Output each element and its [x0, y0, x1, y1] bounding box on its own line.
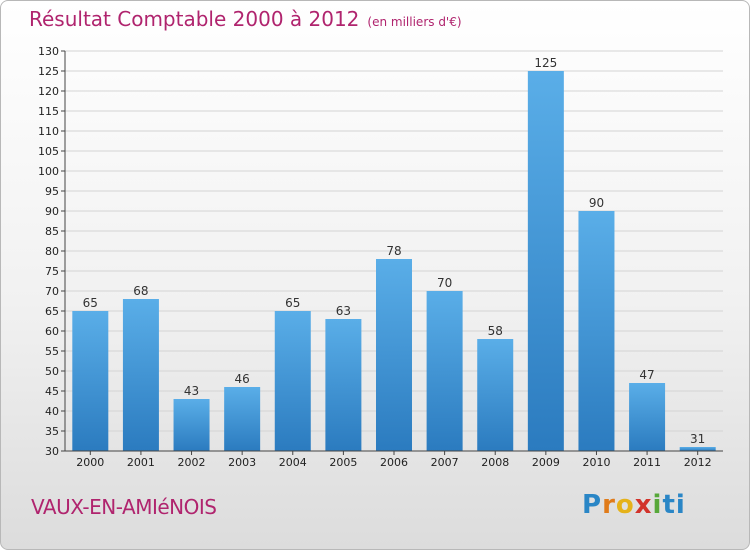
bars: 65 68 43 46 65 63 78 70 58 125 90 47 31: [72, 56, 716, 451]
bar-2004: [274, 311, 311, 451]
y-tick-label: 60: [45, 325, 59, 338]
x-tick-label-2012: 2012: [684, 456, 712, 469]
place-name: VAUX-EN-AMIéNOIS: [31, 495, 217, 519]
x-tick-label-2007: 2007: [431, 456, 459, 469]
y-tick-label: 105: [38, 145, 59, 158]
logo-letter: o: [615, 490, 635, 520]
y-tick-label: 55: [45, 345, 59, 358]
bar-2007: [426, 291, 463, 451]
logo-letter: r: [602, 490, 616, 520]
x-tick-label-2009: 2009: [532, 456, 560, 469]
y-tick-label: 40: [45, 405, 59, 418]
y-tick-label: 30: [45, 445, 59, 458]
x-tick-label-2000: 2000: [76, 456, 104, 469]
value-label-2010: 90: [589, 196, 604, 210]
bar-2009: [527, 71, 564, 451]
x-tick-label-2011: 2011: [633, 456, 661, 469]
bar-2003: [224, 387, 261, 451]
value-label-2000: 65: [83, 296, 98, 310]
proxiti-logo: Proxiti: [582, 490, 686, 520]
logo-letter: P: [582, 490, 603, 520]
logo-letter: x: [634, 490, 653, 520]
x-tick-label-2006: 2006: [380, 456, 408, 469]
y-tick-label: 65: [45, 305, 59, 318]
bar-2008: [477, 339, 514, 451]
y-tick-label: 95: [45, 185, 59, 198]
value-label-2011: 47: [639, 368, 654, 382]
x-tick-label-2010: 2010: [582, 456, 610, 469]
x-axis: 2000 2001 2002 2003 2004 2005 2006 2007 2008 2009…: [65, 450, 723, 469]
value-label-2009: 125: [534, 56, 557, 70]
value-label-2008: 58: [488, 324, 503, 338]
value-label-2007: 70: [437, 276, 452, 290]
logo-letter: ti: [662, 490, 686, 520]
y-tick-label: 45: [45, 385, 59, 398]
bar-2012: [679, 447, 716, 451]
x-tick-label-2001: 2001: [127, 456, 155, 469]
value-label-2002: 43: [184, 384, 199, 398]
y-tick-label: 35: [45, 425, 59, 438]
bar-2001: [122, 299, 159, 451]
value-label-2001: 68: [133, 284, 148, 298]
x-tick-label-2008: 2008: [481, 456, 509, 469]
bar-2002: [173, 399, 210, 451]
y-tick-label: 75: [45, 265, 59, 278]
bar-2006: [376, 259, 412, 451]
value-label-2012: 31: [690, 432, 705, 446]
value-label-2006: 78: [386, 244, 401, 258]
y-tick-label: 80: [45, 245, 59, 258]
y-tick-label: 120: [38, 85, 59, 98]
y-tick-label: 50: [45, 365, 59, 378]
y-axis: 30 35 40 45 50 55 60 65 70 75 80 85 90 95 100 105 110 115…: [38, 45, 66, 458]
y-tick-label: 90: [45, 205, 59, 218]
y-tick-label: 70: [45, 285, 59, 298]
x-tick-label-2003: 2003: [228, 456, 256, 469]
chart-title-text: Résultat Comptable 2000 à 2012: [29, 7, 360, 31]
x-tick-label-2005: 2005: [329, 456, 357, 469]
chart-title: Résultat Comptable 2000 à 2012 (en millie…: [29, 7, 462, 31]
value-label-2003: 46: [235, 372, 250, 386]
y-tick-label: 100: [38, 165, 59, 178]
value-label-2004: 65: [285, 296, 300, 310]
bar-2011: [629, 383, 666, 451]
bar-2010: [578, 211, 615, 451]
x-tick-label-2004: 2004: [279, 456, 307, 469]
chart-subtitle: (en milliers d'€): [367, 15, 462, 29]
y-tick-label: 130: [38, 45, 59, 58]
bar-2005: [325, 319, 362, 451]
y-tick-label: 125: [38, 65, 59, 78]
value-label-2005: 63: [336, 304, 351, 318]
x-tick-label-2002: 2002: [178, 456, 206, 469]
y-tick-label: 110: [38, 125, 59, 138]
y-tick-label: 115: [38, 105, 59, 118]
bar-2000: [72, 311, 109, 451]
logo-letter: i: [652, 490, 663, 520]
y-tick-label: 85: [45, 225, 59, 238]
